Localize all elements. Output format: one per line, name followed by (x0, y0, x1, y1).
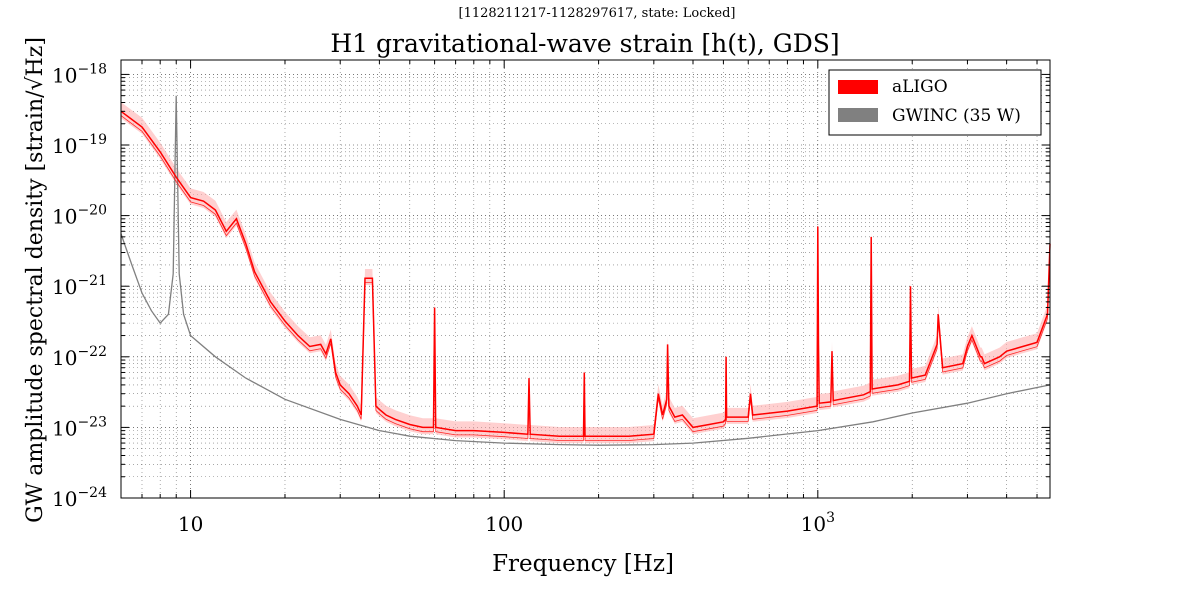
chart-subtitle: [1128211217-1128297617, state: Locked] (459, 6, 736, 21)
legend: aLIGO GWINC (35 W) (828, 69, 1042, 136)
x-tick-label: 10 (178, 512, 203, 536)
legend-swatch-gwinc (838, 108, 878, 122)
legend-swatch-aligo (838, 80, 878, 94)
y-tick-labels: 10−24 10−23 10−22 10−21 10−20 10−19 10−18 (52, 61, 107, 511)
y-tick-label: 10−22 (52, 344, 107, 370)
y-tick-label: 10−21 (52, 273, 107, 299)
x-tick-label: 103 (801, 510, 835, 536)
y-axis-label: GW amplitude spectral density [strain/√H… (23, 37, 48, 523)
aligo-lower-line (120, 115, 1051, 441)
y-tick-label: 10−18 (52, 61, 107, 87)
y-tick-label: 10−20 (52, 203, 107, 229)
x-axis-label: Frequency [Hz] (492, 551, 674, 577)
y-tick-label: 10−24 (52, 485, 107, 511)
axis-ticks (120, 60, 1050, 499)
legend-label-aligo: aLIGO (892, 77, 948, 97)
aligo-line (120, 110, 1051, 437)
series-layer (120, 95, 1051, 446)
chart-title: H1 gravitational-wave strain [h(t), GDS] (330, 29, 839, 58)
legend-label-gwinc: GWINC (35 W) (892, 106, 1021, 126)
plot-frame (120, 59, 1051, 499)
gwinc-line (120, 95, 1051, 446)
y-tick-label: 10−19 (52, 132, 107, 158)
x-tick-label: 100 (485, 512, 523, 536)
x-tick-labels: 10 100 103 (178, 510, 835, 536)
y-tick-label: 10−23 (52, 414, 107, 440)
